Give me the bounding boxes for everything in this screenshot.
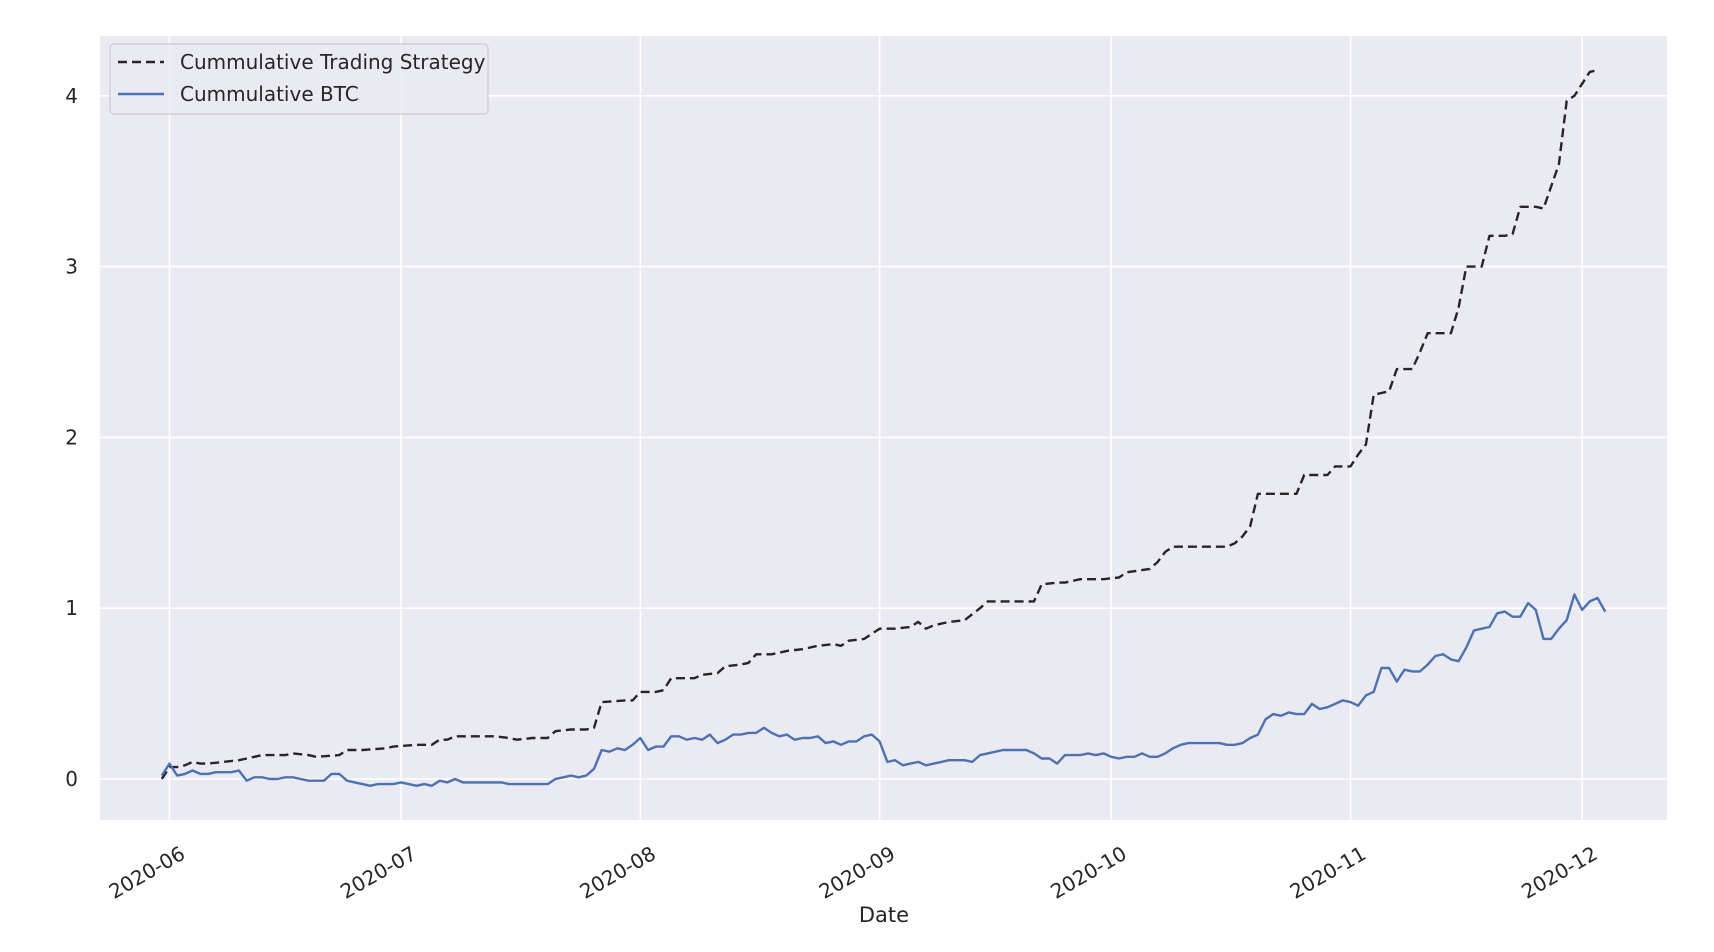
y-tick-label: 0 — [65, 767, 78, 791]
plot-background — [100, 36, 1667, 820]
series-line-btc — [160, 593, 1607, 787]
series-layer — [160, 69, 1607, 787]
y-tick-label: 1 — [65, 596, 78, 620]
x-axis: 2020-06 2020-07 2020-08 2020-09 2020-10 2020-… — [105, 841, 1602, 904]
y-tick-label: 3 — [65, 255, 78, 279]
y-tick-label: 4 — [65, 84, 78, 108]
legend-label-btc: Cummulative BTC — [180, 82, 359, 106]
x-tick-label: 2020-06 — [105, 841, 189, 904]
series-line-trading-strategy — [160, 69, 1598, 780]
y-axis: 0 1 2 3 4 — [65, 84, 78, 791]
x-axis-label: Date — [859, 903, 909, 927]
x-tick-label: 2020-10 — [1046, 841, 1130, 904]
legend: Cummulative Trading Strategy Cummulative… — [109, 43, 489, 115]
x-tick-label: 2020-08 — [575, 841, 659, 904]
x-tick-label: 2020-12 — [1517, 841, 1601, 904]
legend-box — [109, 43, 489, 115]
y-tick-label: 2 — [65, 425, 78, 449]
x-tick-label: 2020-07 — [336, 841, 420, 904]
x-tick-label: 2020-11 — [1286, 841, 1370, 904]
x-tick-label: 2020-09 — [815, 841, 899, 904]
legend-label-strategy: Cummulative Trading Strategy — [180, 50, 486, 74]
